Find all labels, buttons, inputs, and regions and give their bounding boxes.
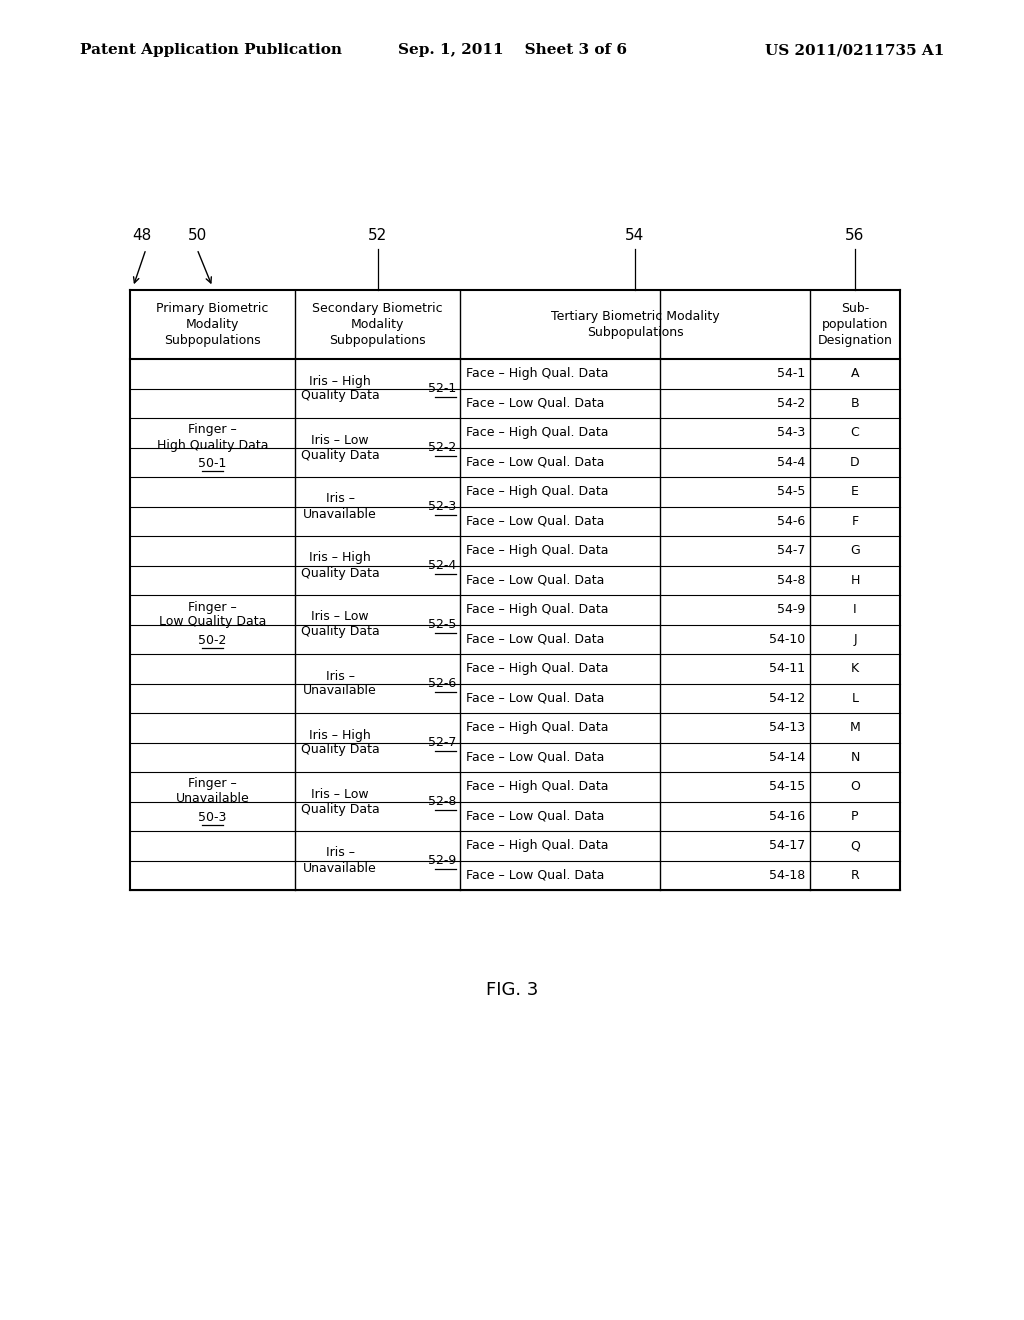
Text: Face – Low Qual. Data: Face – Low Qual. Data — [466, 692, 604, 705]
Text: R: R — [851, 869, 859, 882]
Text: 54-4: 54-4 — [777, 455, 805, 469]
Text: Patent Application Publication: Patent Application Publication — [80, 44, 342, 57]
Text: 54-17: 54-17 — [769, 840, 805, 853]
Text: Finger –
High Quality Data: Finger – High Quality Data — [157, 424, 268, 451]
Text: 50: 50 — [188, 228, 207, 243]
Text: Face – Low Qual. Data: Face – Low Qual. Data — [466, 632, 604, 645]
Text: 54-8: 54-8 — [776, 574, 805, 587]
Text: Face – High Qual. Data: Face – High Qual. Data — [466, 544, 608, 557]
Text: E: E — [851, 486, 859, 498]
Text: 54-12: 54-12 — [769, 692, 805, 705]
Text: 54-2: 54-2 — [777, 397, 805, 409]
Text: 54-15: 54-15 — [769, 780, 805, 793]
Text: Sub-
population
Designation: Sub- population Designation — [817, 302, 893, 347]
Text: M: M — [850, 721, 860, 734]
Text: J: J — [853, 632, 857, 645]
Text: 54-10: 54-10 — [769, 632, 805, 645]
Text: Face – Low Qual. Data: Face – Low Qual. Data — [466, 455, 604, 469]
Text: B: B — [851, 397, 859, 409]
Text: 54-7: 54-7 — [776, 544, 805, 557]
Text: 54-9: 54-9 — [777, 603, 805, 616]
Text: 48: 48 — [132, 228, 152, 243]
Text: 54-14: 54-14 — [769, 751, 805, 764]
Text: Face – Low Qual. Data: Face – Low Qual. Data — [466, 574, 604, 587]
Text: Face – Low Qual. Data: Face – Low Qual. Data — [466, 869, 604, 882]
Text: Primary Biometric
Modality
Subpopulations: Primary Biometric Modality Subpopulation… — [157, 302, 268, 347]
Text: Face – Low Qual. Data: Face – Low Qual. Data — [466, 397, 604, 409]
Text: 54-3: 54-3 — [777, 426, 805, 440]
Text: Face – High Qual. Data: Face – High Qual. Data — [466, 780, 608, 793]
Text: 52-5: 52-5 — [428, 618, 456, 631]
Text: Iris – Low
Quality Data: Iris – Low Quality Data — [301, 788, 379, 816]
Text: FIG. 3: FIG. 3 — [485, 981, 539, 999]
Text: Iris –
Unavailable: Iris – Unavailable — [303, 846, 377, 874]
Text: Q: Q — [850, 840, 860, 853]
Text: 54-13: 54-13 — [769, 721, 805, 734]
Text: Iris – High
Quality Data: Iris – High Quality Data — [301, 729, 379, 756]
Text: 50-1: 50-1 — [199, 457, 226, 470]
Text: G: G — [850, 544, 860, 557]
Text: 54-6: 54-6 — [777, 515, 805, 528]
Text: 52-8: 52-8 — [428, 795, 456, 808]
Text: 52-7: 52-7 — [428, 737, 456, 748]
Text: Face – High Qual. Data: Face – High Qual. Data — [466, 426, 608, 440]
Text: Iris – High
Quality Data: Iris – High Quality Data — [301, 375, 379, 403]
Text: 54-18: 54-18 — [769, 869, 805, 882]
Text: 54-16: 54-16 — [769, 809, 805, 822]
Text: Face – High Qual. Data: Face – High Qual. Data — [466, 486, 608, 498]
Text: C: C — [851, 426, 859, 440]
Text: F: F — [851, 515, 858, 528]
Text: K: K — [851, 663, 859, 676]
Text: A: A — [851, 367, 859, 380]
Text: Iris –
Unavailable: Iris – Unavailable — [303, 492, 377, 520]
Text: Finger –
Low Quality Data: Finger – Low Quality Data — [159, 601, 266, 628]
Text: Secondary Biometric
Modality
Subpopulations: Secondary Biometric Modality Subpopulati… — [312, 302, 442, 347]
Text: 50-2: 50-2 — [199, 634, 226, 647]
Text: US 2011/0211735 A1: US 2011/0211735 A1 — [765, 44, 944, 57]
Text: 52-3: 52-3 — [428, 500, 456, 513]
Text: O: O — [850, 780, 860, 793]
Text: D: D — [850, 455, 860, 469]
Text: Iris –
Unavailable: Iris – Unavailable — [303, 669, 377, 697]
Text: 50-3: 50-3 — [199, 810, 226, 824]
Text: Face – High Qual. Data: Face – High Qual. Data — [466, 840, 608, 853]
Text: L: L — [852, 692, 858, 705]
Text: Face – Low Qual. Data: Face – Low Qual. Data — [466, 515, 604, 528]
Text: 54-5: 54-5 — [776, 486, 805, 498]
Text: Face – High Qual. Data: Face – High Qual. Data — [466, 663, 608, 676]
Text: P: P — [851, 809, 859, 822]
Text: Iris – High
Quality Data: Iris – High Quality Data — [301, 552, 379, 579]
Text: Sep. 1, 2011    Sheet 3 of 6: Sep. 1, 2011 Sheet 3 of 6 — [397, 44, 627, 57]
Text: 52-9: 52-9 — [428, 854, 456, 867]
Text: 52-1: 52-1 — [428, 381, 456, 395]
Text: 54: 54 — [626, 228, 645, 243]
Text: I: I — [853, 603, 857, 616]
Text: 54-1: 54-1 — [777, 367, 805, 380]
Text: Iris – Low
Quality Data: Iris – Low Quality Data — [301, 610, 379, 639]
Text: 52: 52 — [368, 228, 387, 243]
Text: 56: 56 — [846, 228, 864, 243]
Text: H: H — [850, 574, 860, 587]
Text: Face – High Qual. Data: Face – High Qual. Data — [466, 603, 608, 616]
Text: Face – High Qual. Data: Face – High Qual. Data — [466, 721, 608, 734]
Text: Iris – Low
Quality Data: Iris – Low Quality Data — [301, 433, 379, 462]
Text: Tertiary Biometric Modality
Subpopulations: Tertiary Biometric Modality Subpopulatio… — [551, 310, 719, 339]
Text: 52-6: 52-6 — [428, 677, 456, 690]
Text: 54-11: 54-11 — [769, 663, 805, 676]
Text: Face – Low Qual. Data: Face – Low Qual. Data — [466, 809, 604, 822]
Text: N: N — [850, 751, 860, 764]
Text: 52-2: 52-2 — [428, 441, 456, 454]
Text: 52-4: 52-4 — [428, 558, 456, 572]
Text: Face – Low Qual. Data: Face – Low Qual. Data — [466, 751, 604, 764]
Text: Face – High Qual. Data: Face – High Qual. Data — [466, 367, 608, 380]
Text: Finger –
Unavailable: Finger – Unavailable — [176, 777, 250, 805]
